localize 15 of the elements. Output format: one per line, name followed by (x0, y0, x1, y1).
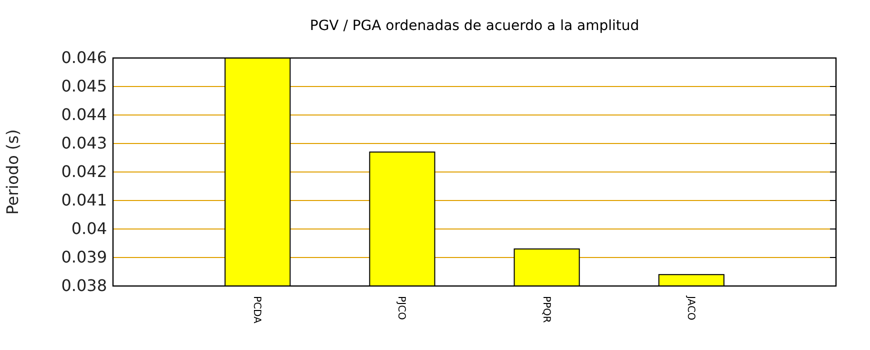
x-tick-label: PCDA (251, 296, 262, 324)
y-tick-label: 0.039 (61, 248, 107, 267)
x-tick-label: JACO (684, 295, 696, 320)
y-tick-label: 0.046 (61, 48, 107, 68)
x-tick-label: PPQR (540, 296, 552, 323)
y-tick-label: 0.045 (61, 76, 107, 96)
y-tick-label: 0.041 (61, 190, 107, 210)
y-tick-label: 0.04 (71, 219, 107, 238)
y-tick-label: 0.043 (61, 134, 107, 153)
y-tick-label: 0.044 (61, 105, 107, 124)
y-axis-title: Periodo (s) (3, 129, 22, 215)
chart-title: PGV / PGA ordenadas de acuerdo a la amplitud (310, 18, 640, 34)
x-tick-label: PJCO (396, 296, 407, 320)
y-tick-label: 0.042 (61, 162, 107, 182)
y-tick-label: 0.038 (61, 276, 107, 296)
